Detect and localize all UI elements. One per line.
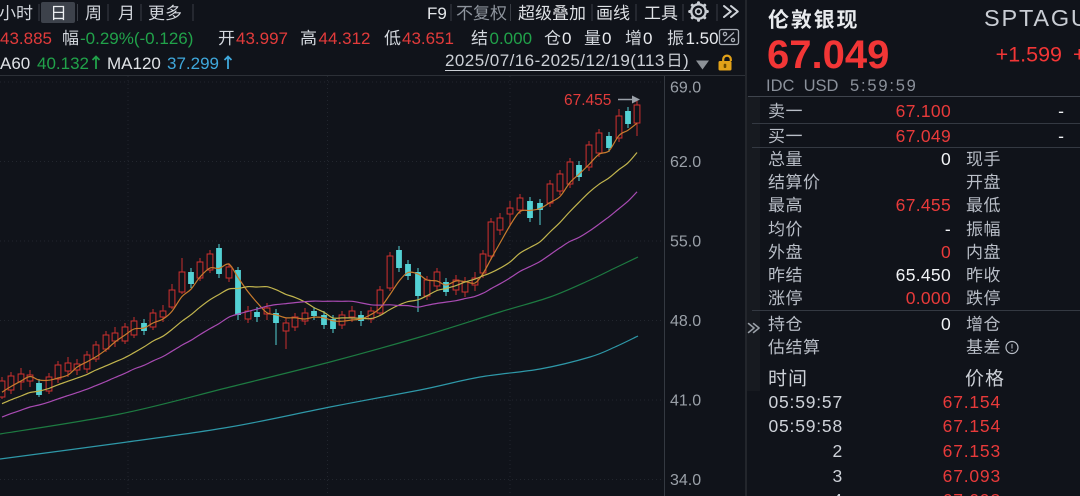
svg-text:41.0: 41.0 — [670, 393, 701, 410]
svg-text:-: - — [945, 219, 951, 239]
svg-text:44.312: 44.312 — [319, 29, 371, 48]
svg-text:67.154: 67.154 — [943, 392, 1001, 412]
svg-text:43.997: 43.997 — [236, 29, 288, 48]
svg-text:55.0: 55.0 — [670, 234, 701, 251]
svg-text:A60: A60 — [0, 54, 30, 73]
svg-text:43.651: 43.651 — [402, 29, 454, 48]
svg-text:3: 3 — [832, 466, 843, 486]
svg-text:SPTAGUSD: SPTAGUSD — [984, 5, 1080, 31]
svg-text:-: - — [1058, 126, 1064, 146]
svg-text:0.000: 0.000 — [490, 29, 533, 48]
svg-text:05:59:57: 05:59:57 — [768, 392, 843, 412]
svg-text:67.455: 67.455 — [896, 195, 951, 215]
svg-text:0: 0 — [941, 314, 951, 334]
svg-text:+2: +2 — [1073, 43, 1080, 67]
svg-text:48.0: 48.0 — [670, 313, 701, 330]
svg-text:5:59:59: 5:59:59 — [850, 77, 918, 95]
svg-text:67.154: 67.154 — [943, 416, 1001, 436]
svg-text:4: 4 — [832, 490, 843, 496]
svg-text:65.450: 65.450 — [896, 265, 951, 285]
svg-text:): ) — [683, 51, 689, 70]
svg-text:05:59:58: 05:59:58 — [768, 416, 843, 436]
svg-text:67.093: 67.093 — [943, 466, 1001, 486]
svg-text:0: 0 — [602, 29, 611, 48]
svg-text:67.093: 67.093 — [943, 490, 1001, 496]
svg-text:43.885: 43.885 — [0, 29, 52, 48]
svg-text:0: 0 — [941, 242, 951, 262]
svg-text:2: 2 — [832, 441, 843, 461]
svg-text:MA120: MA120 — [107, 54, 161, 73]
svg-text:1.50: 1.50 — [686, 29, 719, 48]
svg-text:IDC USD: IDC USD — [766, 77, 839, 95]
svg-text:F9: F9 — [427, 4, 447, 23]
svg-text:40.132: 40.132 — [37, 54, 89, 73]
svg-text:67.153: 67.153 — [943, 441, 1001, 461]
svg-text:0: 0 — [643, 29, 652, 48]
svg-text:37.299: 37.299 — [167, 54, 219, 73]
svg-text:2025/07/16-2025/12/19(113: 2025/07/16-2025/12/19(113 — [445, 51, 665, 70]
svg-text:67.100: 67.100 — [896, 101, 951, 121]
svg-text:67.455: 67.455 — [564, 92, 611, 109]
svg-text:62.0: 62.0 — [670, 154, 701, 171]
svg-text:0: 0 — [941, 149, 951, 169]
svg-text:-0.29%(-0.126): -0.29%(-0.126) — [80, 29, 193, 48]
svg-text:-: - — [1058, 101, 1064, 121]
svg-text:67.049: 67.049 — [767, 33, 889, 77]
svg-text:69.0: 69.0 — [670, 80, 701, 97]
svg-text:67.049: 67.049 — [896, 126, 951, 146]
svg-text:+1.599: +1.599 — [996, 43, 1062, 67]
svg-text:34.0: 34.0 — [670, 472, 701, 489]
svg-text:0.000: 0.000 — [906, 288, 951, 308]
svg-text:0: 0 — [562, 29, 571, 48]
